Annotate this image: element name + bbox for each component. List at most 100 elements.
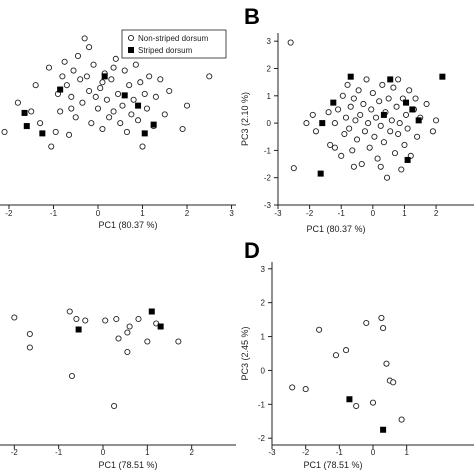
y-tick-label: 2 [261, 299, 266, 308]
data-point-non-striped [349, 147, 356, 154]
scatter-plot-c: -2 -1 0 1 2 PC1 (78.51 %) [0, 308, 236, 470]
x-tick-label: 1 [404, 448, 409, 457]
data-point-striped [75, 326, 82, 333]
data-point-non-striped [433, 117, 440, 124]
x-tick-label: -2 [5, 209, 13, 218]
data-point-non-striped [139, 143, 146, 150]
data-point-non-striped [81, 35, 88, 42]
x-tick-label: -2 [302, 448, 310, 457]
x-axis-label: PC1 (80.37 %) [306, 224, 365, 234]
y-tick-label: -2 [258, 434, 266, 443]
data-point-non-striped [144, 338, 151, 345]
data-point-non-striped [404, 125, 411, 132]
scatter-plot-b: -3 -2 -1 0 1 2 PC1 (80.37 %) -3 -2 -1 0 1 2 3 PC3 (2.1… [240, 33, 474, 234]
data-point-non-striped [316, 326, 323, 333]
data-point-non-striped [332, 352, 340, 359]
data-point-non-striped [157, 76, 164, 83]
data-point-non-striped [350, 95, 357, 102]
data-point-non-striped [166, 87, 173, 95]
data-point-non-striped [126, 323, 133, 330]
y-tick-label: 1 [267, 92, 272, 101]
data-point-non-striped [135, 117, 142, 124]
data-point-non-striped [395, 76, 402, 83]
data-point-non-striped [325, 109, 332, 116]
y-tick-label: 2 [267, 64, 272, 73]
data-point-non-striped [161, 111, 168, 118]
y-tick-label: -1 [258, 400, 266, 409]
data-point-non-striped [380, 325, 387, 332]
data-point-non-striped [66, 308, 73, 315]
data-point-non-striped [14, 99, 21, 106]
data-point-non-striped [290, 165, 297, 172]
data-point-non-striped [363, 76, 370, 83]
data-point-non-striped [137, 79, 144, 86]
data-point-non-striped [61, 58, 68, 65]
data-point-non-striped [353, 136, 361, 143]
data-point-striped [409, 106, 416, 113]
legend-open-circle-icon [127, 34, 135, 42]
data-point-non-striped [88, 120, 95, 127]
data-point-non-striped [303, 120, 310, 127]
data-point-non-striped [385, 95, 392, 102]
data-point-non-striped [102, 317, 109, 324]
data-point-non-striped [179, 125, 186, 133]
data-point-non-striped [124, 348, 131, 356]
data-point-non-striped [388, 117, 395, 124]
x-tick-label: -1 [50, 209, 58, 218]
data-point-non-striped [302, 386, 309, 393]
data-point-non-striped [152, 93, 159, 100]
data-point-non-striped [379, 81, 386, 88]
data-point-striped [157, 323, 164, 330]
data-point-non-striped [206, 73, 213, 80]
data-point-non-striped [77, 76, 84, 83]
data-point-non-striped [350, 163, 357, 170]
data-point-non-striped [376, 98, 383, 105]
data-point-non-striped [106, 114, 113, 121]
data-point-non-striped [26, 344, 33, 351]
data-point-non-striped [360, 100, 367, 108]
y-tick-label: -1 [264, 146, 272, 155]
data-point-non-striped [79, 99, 86, 106]
data-point-non-striped [287, 39, 294, 46]
data-point-non-striped [369, 399, 377, 406]
data-point-non-striped [1, 128, 8, 135]
y-tick-label: 1 [261, 333, 266, 342]
data-point-non-striped [344, 81, 351, 88]
y-tick-label: 3 [267, 37, 272, 46]
data-point-non-striped [401, 141, 408, 148]
x-tick-label: 2 [434, 209, 439, 218]
legend-box [121, 29, 227, 59]
data-point-non-striped [110, 108, 117, 115]
x-tick-label: 1 [145, 448, 150, 457]
data-point-non-striped [289, 384, 296, 391]
data-point-non-striped [357, 111, 364, 118]
data-point-non-striped [146, 73, 153, 80]
data-point-non-striped [99, 125, 106, 133]
data-point-non-striped [52, 128, 59, 135]
data-point-non-striped [141, 90, 148, 97]
data-point-striped [346, 396, 353, 403]
data-point-striped [23, 123, 30, 130]
data-point-non-striped [175, 338, 182, 345]
data-point-non-striped [111, 402, 118, 410]
panel-label-d: D [244, 238, 260, 263]
data-point-non-striped [82, 317, 89, 324]
data-point-non-striped [352, 117, 359, 124]
x-tick-label: -1 [338, 209, 346, 218]
data-point-non-striped [66, 131, 73, 138]
data-point-non-striped [115, 335, 122, 342]
data-point-non-striped [90, 61, 97, 68]
data-point-non-striped [429, 128, 436, 135]
x-tick-label: -1 [55, 448, 63, 457]
data-point-non-striped [114, 90, 122, 97]
data-point-non-striped [130, 96, 137, 103]
data-point-non-striped [110, 64, 117, 71]
x-tick-label: -2 [306, 209, 314, 218]
x-tick-label: 2 [189, 448, 194, 457]
data-point-non-striped [393, 103, 400, 110]
y-tick-label: 0 [261, 366, 266, 375]
data-point-non-striped [412, 95, 419, 102]
data-point-non-striped [68, 93, 75, 100]
